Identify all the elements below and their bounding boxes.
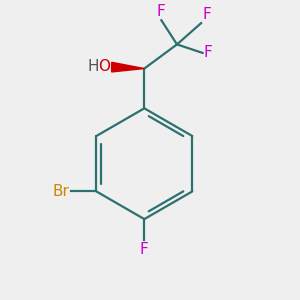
Text: F: F	[157, 4, 166, 19]
Text: O: O	[98, 59, 110, 74]
Text: F: F	[202, 7, 211, 22]
Text: F: F	[204, 45, 213, 60]
Text: H: H	[87, 59, 99, 74]
Text: Br: Br	[52, 184, 69, 199]
Text: F: F	[140, 242, 149, 257]
Polygon shape	[112, 62, 144, 72]
